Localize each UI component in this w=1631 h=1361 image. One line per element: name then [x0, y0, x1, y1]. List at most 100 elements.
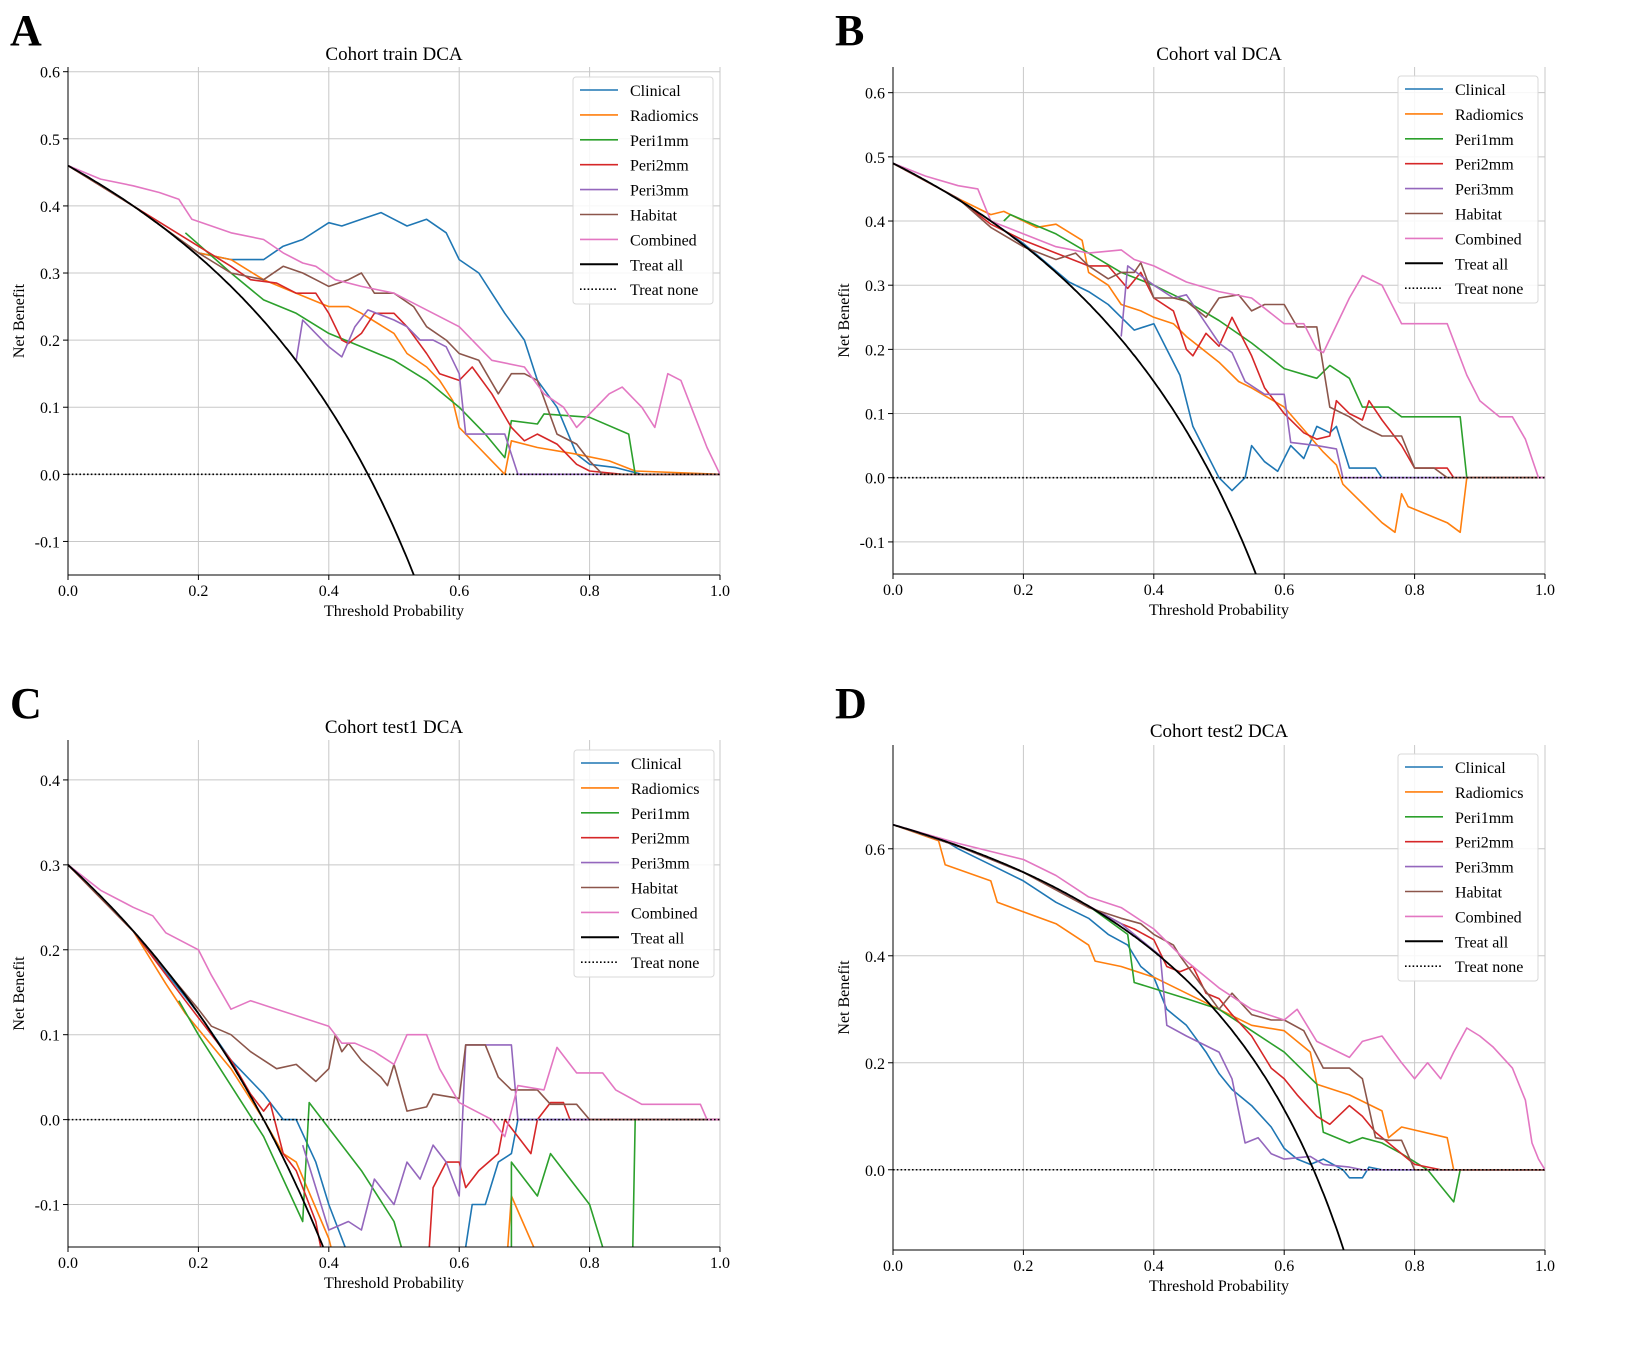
panel-c: C Cohort test1 DCA 0.0 0.2 0.4 0.6 0.8 1.0 -0.1 0… [10, 679, 730, 1292]
x-tick-label: 1.0 [710, 583, 730, 600]
y-tick-label: 0.1 [40, 1028, 60, 1045]
y-tick-label: 0.1 [865, 407, 885, 424]
x-tick-label: 0.0 [883, 582, 903, 599]
series-radiomics [68, 864, 535, 1247]
x-tick-label: 0.4 [319, 1255, 339, 1272]
y-tick-label: -0.1 [35, 534, 60, 551]
legend-label: Peri2mm [1455, 157, 1514, 174]
legend-label: Peri2mm [630, 158, 689, 175]
legend-label: Treat none [631, 955, 699, 972]
panel-letter: A [10, 6, 42, 55]
y-tick-label: 0.0 [865, 471, 885, 488]
x-tick-label: 0.0 [58, 1255, 78, 1272]
legend-label: Combined [630, 232, 697, 249]
legend-box [1397, 75, 1539, 304]
y-tick-label: 0.2 [865, 1056, 885, 1073]
legend-label: Combined [631, 905, 698, 922]
legend-label: Habitat [1455, 885, 1503, 902]
series-clinical [893, 823, 1545, 1179]
x-tick-label: 0.8 [1405, 1258, 1425, 1275]
y-axis-label: Net Benefit [11, 956, 28, 1031]
legend-label: Peri1mm [631, 806, 690, 823]
y-tick-label: -0.1 [35, 1198, 60, 1215]
x-tick-label: 0.8 [580, 1255, 600, 1272]
y-tick-label: 0.0 [40, 1113, 60, 1130]
x-tick-label: 0.6 [1274, 582, 1294, 599]
legend-label: Peri3mm [630, 183, 689, 200]
legend-label: Treat all [1455, 256, 1509, 273]
x-tick-label: 1.0 [1535, 582, 1555, 599]
legend-label: Peri3mm [1455, 182, 1514, 199]
legend-label: Peri3mm [1455, 860, 1514, 877]
legend-label: Radiomics [1455, 785, 1523, 802]
y-tick-label: 0.3 [40, 858, 60, 875]
x-tick-label: 0.2 [1013, 1258, 1033, 1275]
series-habitat [893, 823, 1545, 1171]
panel-letter: C [10, 679, 42, 728]
legend-label: Combined [1455, 231, 1522, 248]
x-tick-label: 0.2 [1013, 582, 1033, 599]
series-peri3mm [1120, 265, 1545, 479]
y-tick-label: 0.4 [40, 199, 60, 216]
x-tick-label: 0.4 [1144, 582, 1164, 599]
series-peri3mm [301, 1044, 720, 1231]
series-radiomics [68, 164, 720, 476]
x-axis-label: Threshold Probability [324, 603, 464, 620]
y-tick-label: 0.4 [40, 773, 60, 790]
y-tick-label: -0.1 [860, 535, 885, 552]
legend-label: Radiomics [1455, 107, 1523, 124]
y-tick-label: 0.5 [865, 150, 885, 167]
x-axis-label: Threshold Probability [1149, 602, 1289, 619]
series-combined [893, 162, 1545, 479]
legend-label: Peri2mm [631, 831, 690, 848]
legend-label: Peri1mm [1455, 132, 1514, 149]
y-tick-label: 0.3 [40, 266, 60, 283]
series-combined [68, 864, 720, 1138]
series-combined [893, 823, 1545, 1171]
x-tick-label: 0.0 [58, 583, 78, 600]
legend-label: Clinical [631, 756, 682, 773]
legend: Clinical Radiomics Peri1mm Peri2mm Peri3mm Ha… [573, 749, 715, 978]
legend-label: Treat all [631, 930, 685, 947]
legend: Clinical Radiomics Peri1mm Peri2mm Peri3mm Ha… [1397, 75, 1539, 304]
legend-box [572, 76, 714, 305]
series-combined [68, 164, 720, 475]
x-tick-label: 0.6 [1274, 1258, 1294, 1275]
legend: Clinical Radiomics Peri1mm Peri2mm Peri3mm Ha… [572, 76, 714, 305]
chart-title: Cohort test1 DCA [325, 717, 464, 738]
legend-box [573, 749, 715, 978]
legend-label: Treat all [630, 257, 684, 274]
series-peri1mm [178, 1000, 720, 1247]
y-tick-label: 0.0 [40, 467, 60, 484]
y-axis-label: Net Benefit [836, 283, 853, 358]
y-tick-label: 0.4 [865, 214, 885, 231]
legend-label: Peri2mm [1455, 835, 1514, 852]
x-tick-label: 0.6 [449, 583, 469, 600]
legend-label: Peri1mm [630, 133, 689, 150]
legend-label: Combined [1455, 909, 1522, 926]
legend-label: Peri3mm [631, 856, 690, 873]
series-peri2mm [68, 164, 720, 476]
legend-label: Peri1mm [1455, 810, 1514, 827]
series-peri3mm [295, 309, 720, 476]
x-tick-label: 0.2 [188, 583, 208, 600]
series-peri2mm [68, 864, 720, 1247]
series-habitat [68, 164, 720, 476]
series-radiomics [893, 162, 1545, 534]
x-tick-label: 0.0 [883, 1258, 903, 1275]
series-peri1mm [184, 232, 720, 476]
series-peri2mm [893, 162, 1545, 479]
legend-label: Radiomics [630, 108, 698, 125]
y-tick-label: 0.3 [865, 278, 885, 295]
series-treat-all [68, 864, 325, 1247]
legend-label: Clinical [1455, 82, 1506, 99]
chart-title: Cohort train DCA [325, 44, 462, 65]
legend-label: Treat none [630, 282, 698, 299]
series-treat-all [893, 823, 1345, 1250]
legend-label: Habitat [631, 881, 679, 898]
plot-area [68, 164, 720, 575]
x-tick-label: 1.0 [1535, 1258, 1555, 1275]
y-tick-label: 0.6 [865, 86, 885, 103]
y-axis-label: Net Benefit [11, 283, 28, 358]
